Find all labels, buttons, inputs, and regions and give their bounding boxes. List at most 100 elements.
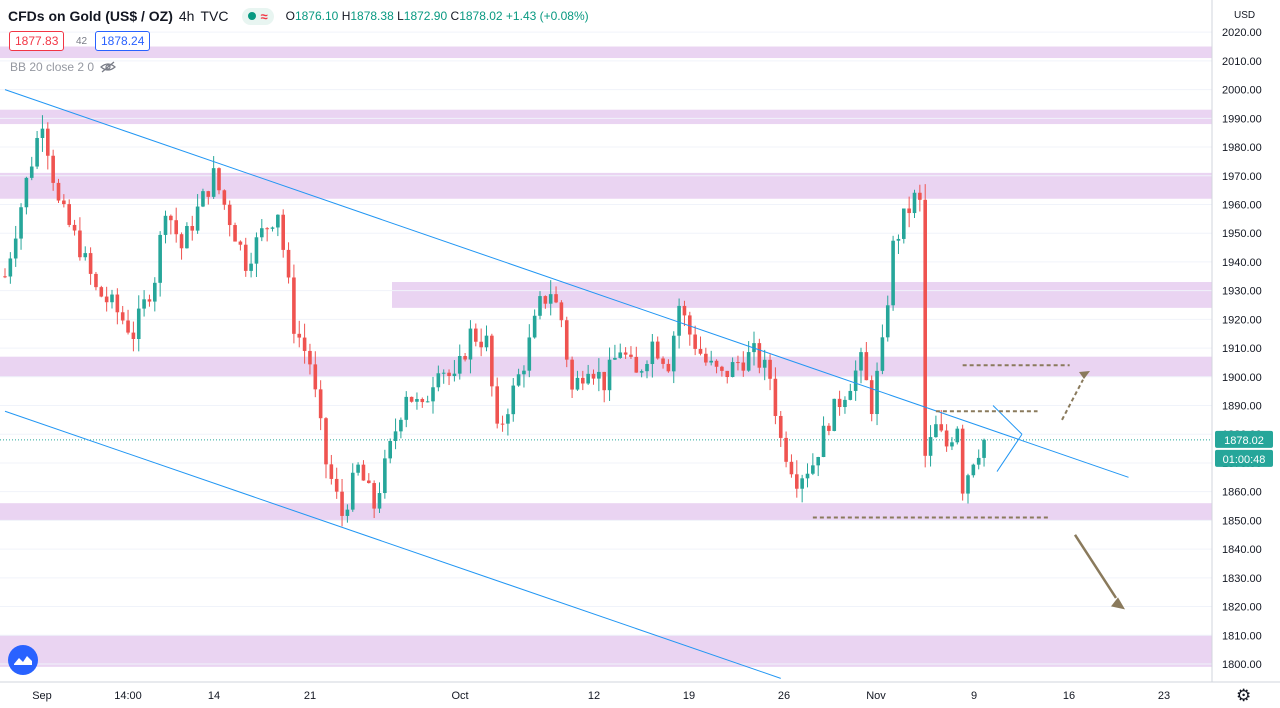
- candle-body: [859, 352, 863, 371]
- candle-body: [629, 354, 633, 357]
- candle: [543, 295, 548, 309]
- wedge-top-line: [992, 405, 1023, 435]
- candle-body: [409, 396, 414, 402]
- candle: [3, 268, 7, 279]
- candle-body: [811, 465, 815, 474]
- candle-body: [960, 428, 965, 494]
- sell-price-button[interactable]: 1877.83: [9, 31, 65, 51]
- candle: [383, 449, 387, 499]
- candle-body: [78, 230, 82, 258]
- candle: [928, 425, 933, 467]
- candle-body: [784, 437, 788, 462]
- candle: [896, 234, 901, 254]
- interval-label[interactable]: 4h: [178, 8, 195, 24]
- candle-body: [292, 277, 296, 334]
- y-tick-label: 1910.00: [1222, 343, 1262, 355]
- candle-body: [201, 191, 205, 207]
- candle: [136, 295, 141, 352]
- candle: [698, 336, 703, 356]
- candle-body: [538, 296, 542, 316]
- candle: [425, 395, 430, 403]
- price-axis-bg[interactable]: [1212, 0, 1280, 682]
- buy-price-button[interactable]: 1878.24: [95, 31, 151, 51]
- candle-body: [506, 414, 510, 424]
- candle: [741, 351, 746, 377]
- candle-body: [431, 387, 435, 402]
- candle-body: [195, 206, 200, 231]
- candle: [934, 415, 938, 438]
- candle-body: [313, 364, 318, 390]
- tradingview-logo-icon[interactable]: [8, 645, 38, 675]
- candle: [308, 343, 312, 375]
- candle: [891, 235, 895, 311]
- candle-body: [474, 328, 478, 342]
- candle: [971, 463, 976, 478]
- candle-body: [891, 240, 895, 306]
- y-tick-label: 2010.00: [1222, 56, 1262, 68]
- candle-body: [704, 353, 708, 363]
- candle-body: [923, 199, 927, 456]
- candle: [832, 398, 837, 432]
- candle: [329, 454, 334, 485]
- candle: [62, 194, 66, 208]
- candle-body: [415, 399, 419, 402]
- candle-body: [880, 337, 885, 371]
- candle-body: [329, 464, 334, 479]
- candle-body: [388, 441, 392, 459]
- zone-3: [392, 282, 1212, 308]
- candle-body: [484, 335, 489, 348]
- candle: [907, 196, 911, 228]
- candle-body: [944, 430, 949, 447]
- candle: [8, 252, 13, 284]
- indicator-legend[interactable]: BB 20 close 2 0: [10, 60, 116, 74]
- candle-body: [260, 228, 264, 238]
- candle: [78, 217, 82, 261]
- candle-body: [832, 398, 837, 431]
- candle: [768, 354, 772, 391]
- candle: [869, 375, 874, 422]
- candle-body: [950, 442, 954, 447]
- candle: [773, 367, 778, 425]
- candle-body: [142, 299, 146, 309]
- candle-body: [46, 128, 50, 156]
- candle: [848, 383, 853, 401]
- market-status[interactable]: ≈: [242, 7, 274, 25]
- last-price-tag-text: 1878.02: [1224, 435, 1264, 447]
- candle-body: [334, 478, 339, 492]
- candle-body: [83, 253, 88, 258]
- candle-body: [971, 464, 976, 476]
- candle-body: [297, 333, 302, 338]
- candle: [725, 370, 730, 384]
- candle-body: [420, 399, 425, 403]
- candle-body: [286, 249, 291, 278]
- wave-icon: ≈: [260, 8, 268, 24]
- candle: [292, 264, 296, 344]
- candle-body: [741, 362, 746, 371]
- candle: [784, 431, 788, 468]
- candle-body: [827, 425, 831, 431]
- candle: [811, 453, 815, 476]
- gear-icon[interactable]: ⚙: [1236, 686, 1252, 705]
- candle: [463, 352, 467, 362]
- open-label: O: [285, 9, 295, 23]
- eye-hidden-icon[interactable]: [100, 61, 116, 73]
- candle: [163, 210, 168, 244]
- candle: [682, 300, 687, 327]
- symbol-title[interactable]: CFDs on Gold (US$ / OZ): [8, 8, 173, 24]
- candle: [409, 396, 414, 403]
- candle-body: [136, 308, 141, 339]
- candle-body: [372, 483, 376, 509]
- candle-body: [94, 273, 98, 288]
- candle-body: [254, 237, 259, 264]
- candle-body: [816, 457, 820, 466]
- candle-body: [602, 371, 606, 391]
- candle: [415, 392, 419, 410]
- candle-body: [511, 385, 516, 415]
- change-value: +1.43 (+0.08%): [505, 9, 589, 23]
- y-tick-label: 2000.00: [1222, 85, 1262, 97]
- candle: [195, 194, 200, 234]
- candle-body: [757, 343, 762, 368]
- y-tick-label: 1810.00: [1222, 630, 1262, 642]
- candle: [174, 207, 178, 243]
